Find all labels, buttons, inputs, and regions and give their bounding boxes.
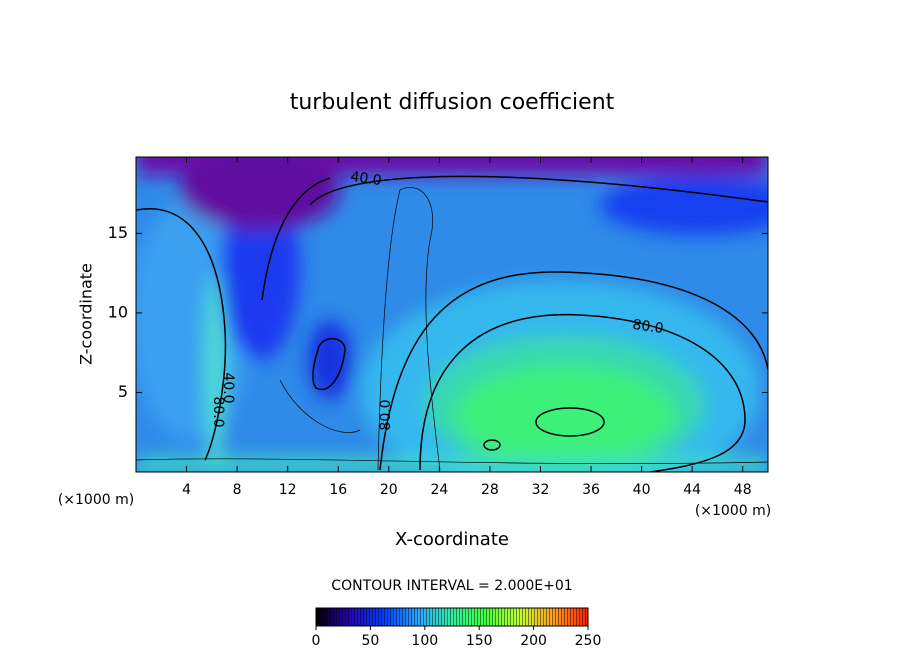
contour-label: 40.0 bbox=[220, 372, 236, 403]
x-tick-label: 48 bbox=[734, 482, 752, 498]
colorbar-tick-label: 50 bbox=[361, 633, 379, 649]
y-tick-label: 10 bbox=[108, 302, 128, 321]
colorbar-frame bbox=[315, 607, 589, 627]
colorbar-tick-label: 200 bbox=[520, 633, 547, 649]
x-tick-label: 8 bbox=[233, 482, 242, 498]
x-tick-label: 20 bbox=[380, 482, 398, 498]
x-axis-label: X-coordinate bbox=[395, 529, 509, 550]
colorbar-tick-label: 250 bbox=[575, 633, 602, 649]
colorbar-tick-label: 0 bbox=[312, 633, 321, 649]
x-tick-label: 32 bbox=[532, 482, 550, 498]
contour-label: 80.0 bbox=[210, 396, 226, 427]
contour-interval: CONTOUR INTERVAL = 2.000E+01 bbox=[331, 578, 572, 594]
contour-label: 40.0 bbox=[349, 169, 382, 189]
colorbar-tick-label: 100 bbox=[411, 633, 438, 649]
x-tick-label: 4 bbox=[182, 482, 191, 498]
x-tick-label: 16 bbox=[329, 482, 347, 498]
x-unit-label: (×1000 m) bbox=[58, 492, 134, 508]
contour-label: 80.0 bbox=[378, 399, 394, 430]
x-tick-label: 24 bbox=[430, 482, 448, 498]
x-tick-label: 40 bbox=[633, 482, 651, 498]
x-unit-label: (×1000 m) bbox=[695, 503, 771, 519]
plot-frame bbox=[135, 156, 769, 473]
x-tick-label: 44 bbox=[683, 482, 701, 498]
colorbar-tick-label: 150 bbox=[466, 633, 493, 649]
x-tick-label: 28 bbox=[481, 482, 499, 498]
chart-title: turbulent diffusion coefficient bbox=[290, 90, 615, 115]
y-tick-label: 5 bbox=[118, 382, 128, 401]
y-axis-label: Z-coordinate bbox=[77, 263, 96, 365]
contour-label: 80.0 bbox=[631, 317, 664, 337]
x-tick-label: 12 bbox=[279, 482, 297, 498]
x-tick-label: 36 bbox=[582, 482, 600, 498]
y-tick-label: 15 bbox=[108, 223, 128, 242]
contour-field bbox=[136, 157, 768, 472]
